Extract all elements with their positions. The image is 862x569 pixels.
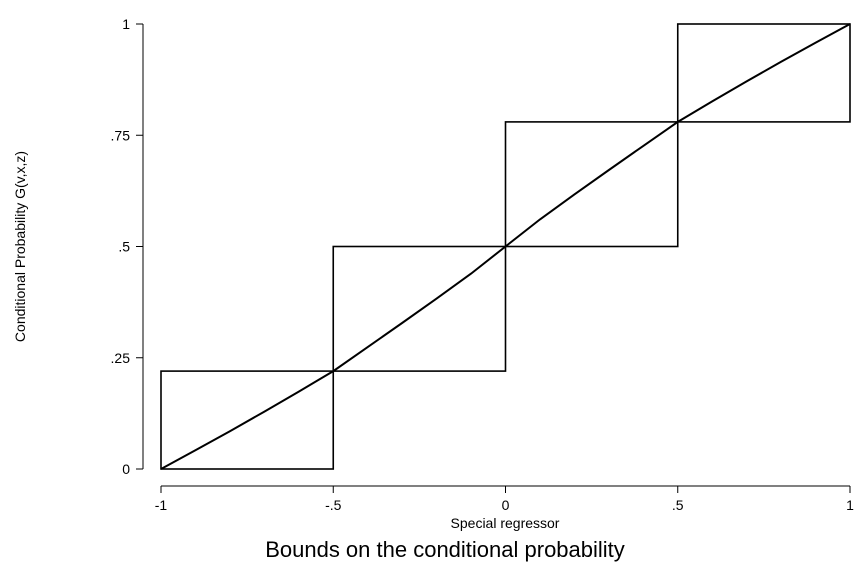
x-axis-title: Special regressor: [451, 515, 560, 531]
x-tick-label: -1: [155, 497, 168, 513]
y-tick-label: .5: [118, 239, 130, 255]
chart-title: Bounds on the conditional probability: [265, 537, 625, 562]
probability-curve: [160, 23, 851, 470]
y-axis-title: Conditional Probability G(v,x,z): [12, 151, 28, 342]
x-axis-ticks: -1 -.5 0 .5 1: [155, 486, 854, 513]
y-tick-label: 1: [122, 16, 130, 32]
y-tick-label: .75: [111, 127, 131, 143]
bound-box: [332, 245, 507, 372]
x-tick-label: -.5: [325, 497, 342, 513]
y-axis-ticks: 0 .25 .5 .75 1: [111, 16, 143, 477]
x-tick-label: .5: [672, 497, 684, 513]
x-tick-label: 0: [502, 497, 510, 513]
probability-curve-layer: [160, 23, 851, 470]
y-tick-label: .25: [111, 350, 131, 366]
bound-box: [504, 121, 679, 248]
x-tick-label: 1: [846, 497, 854, 513]
bounds-boxes: [160, 23, 851, 470]
bound-box: [160, 370, 335, 470]
y-tick-label: 0: [122, 461, 130, 477]
bound-box: [676, 23, 851, 123]
